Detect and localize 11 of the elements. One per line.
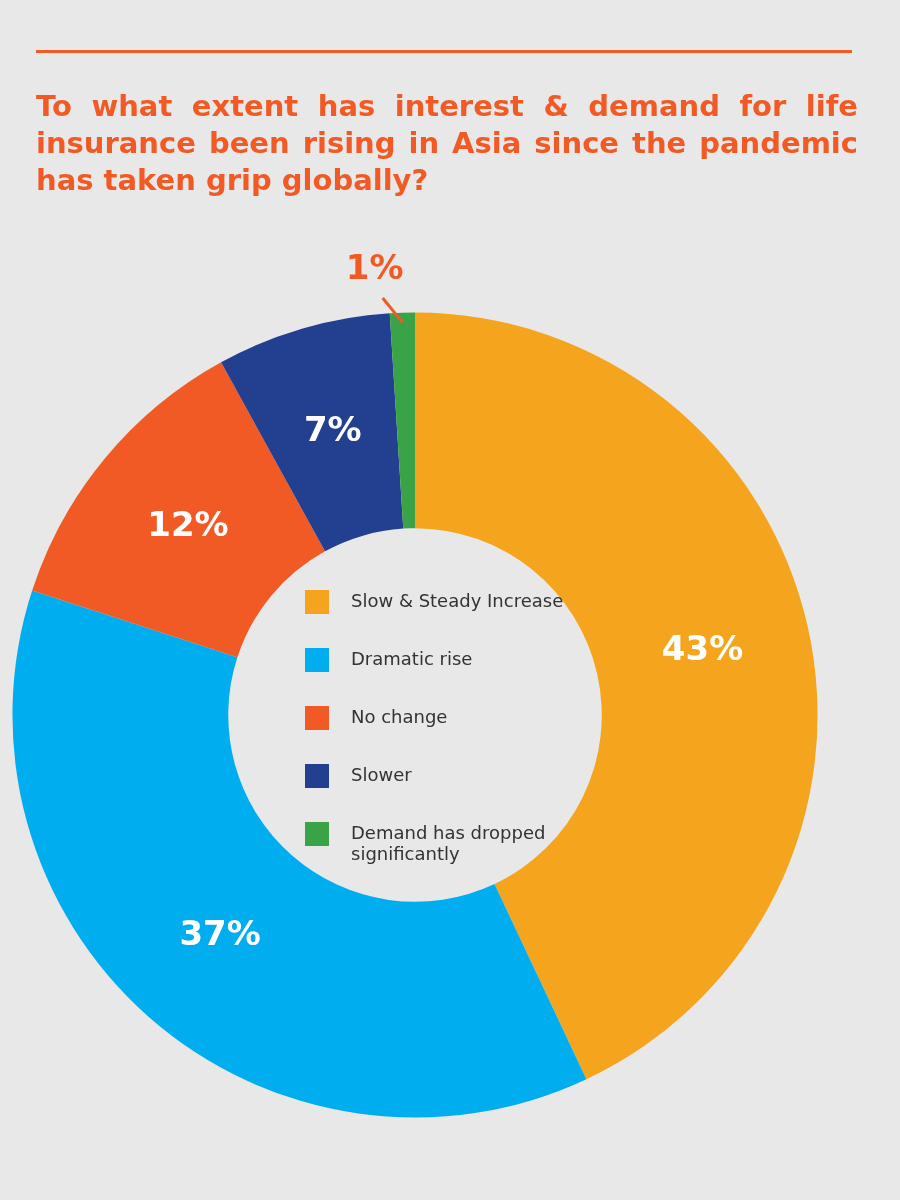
- data-label: 12%: [147, 504, 229, 545]
- data-label: 37%: [179, 912, 261, 953]
- data-label: 7%: [303, 408, 362, 449]
- legend-label: No change: [351, 706, 448, 727]
- legend-label: Slow & Steady Increase: [351, 590, 564, 611]
- legend-label: Slower: [351, 764, 412, 785]
- legend-label: Demand has dropped significantly: [351, 822, 547, 864]
- chart-title: To what extent has interest & demand for life insurance been rising in Asia since the pandemic has taken grip globally?: [36, 88, 858, 199]
- legend-label: Dramatic rise: [351, 648, 473, 669]
- data-label: 43%: [661, 627, 744, 668]
- data-label: 1%: [345, 246, 404, 287]
